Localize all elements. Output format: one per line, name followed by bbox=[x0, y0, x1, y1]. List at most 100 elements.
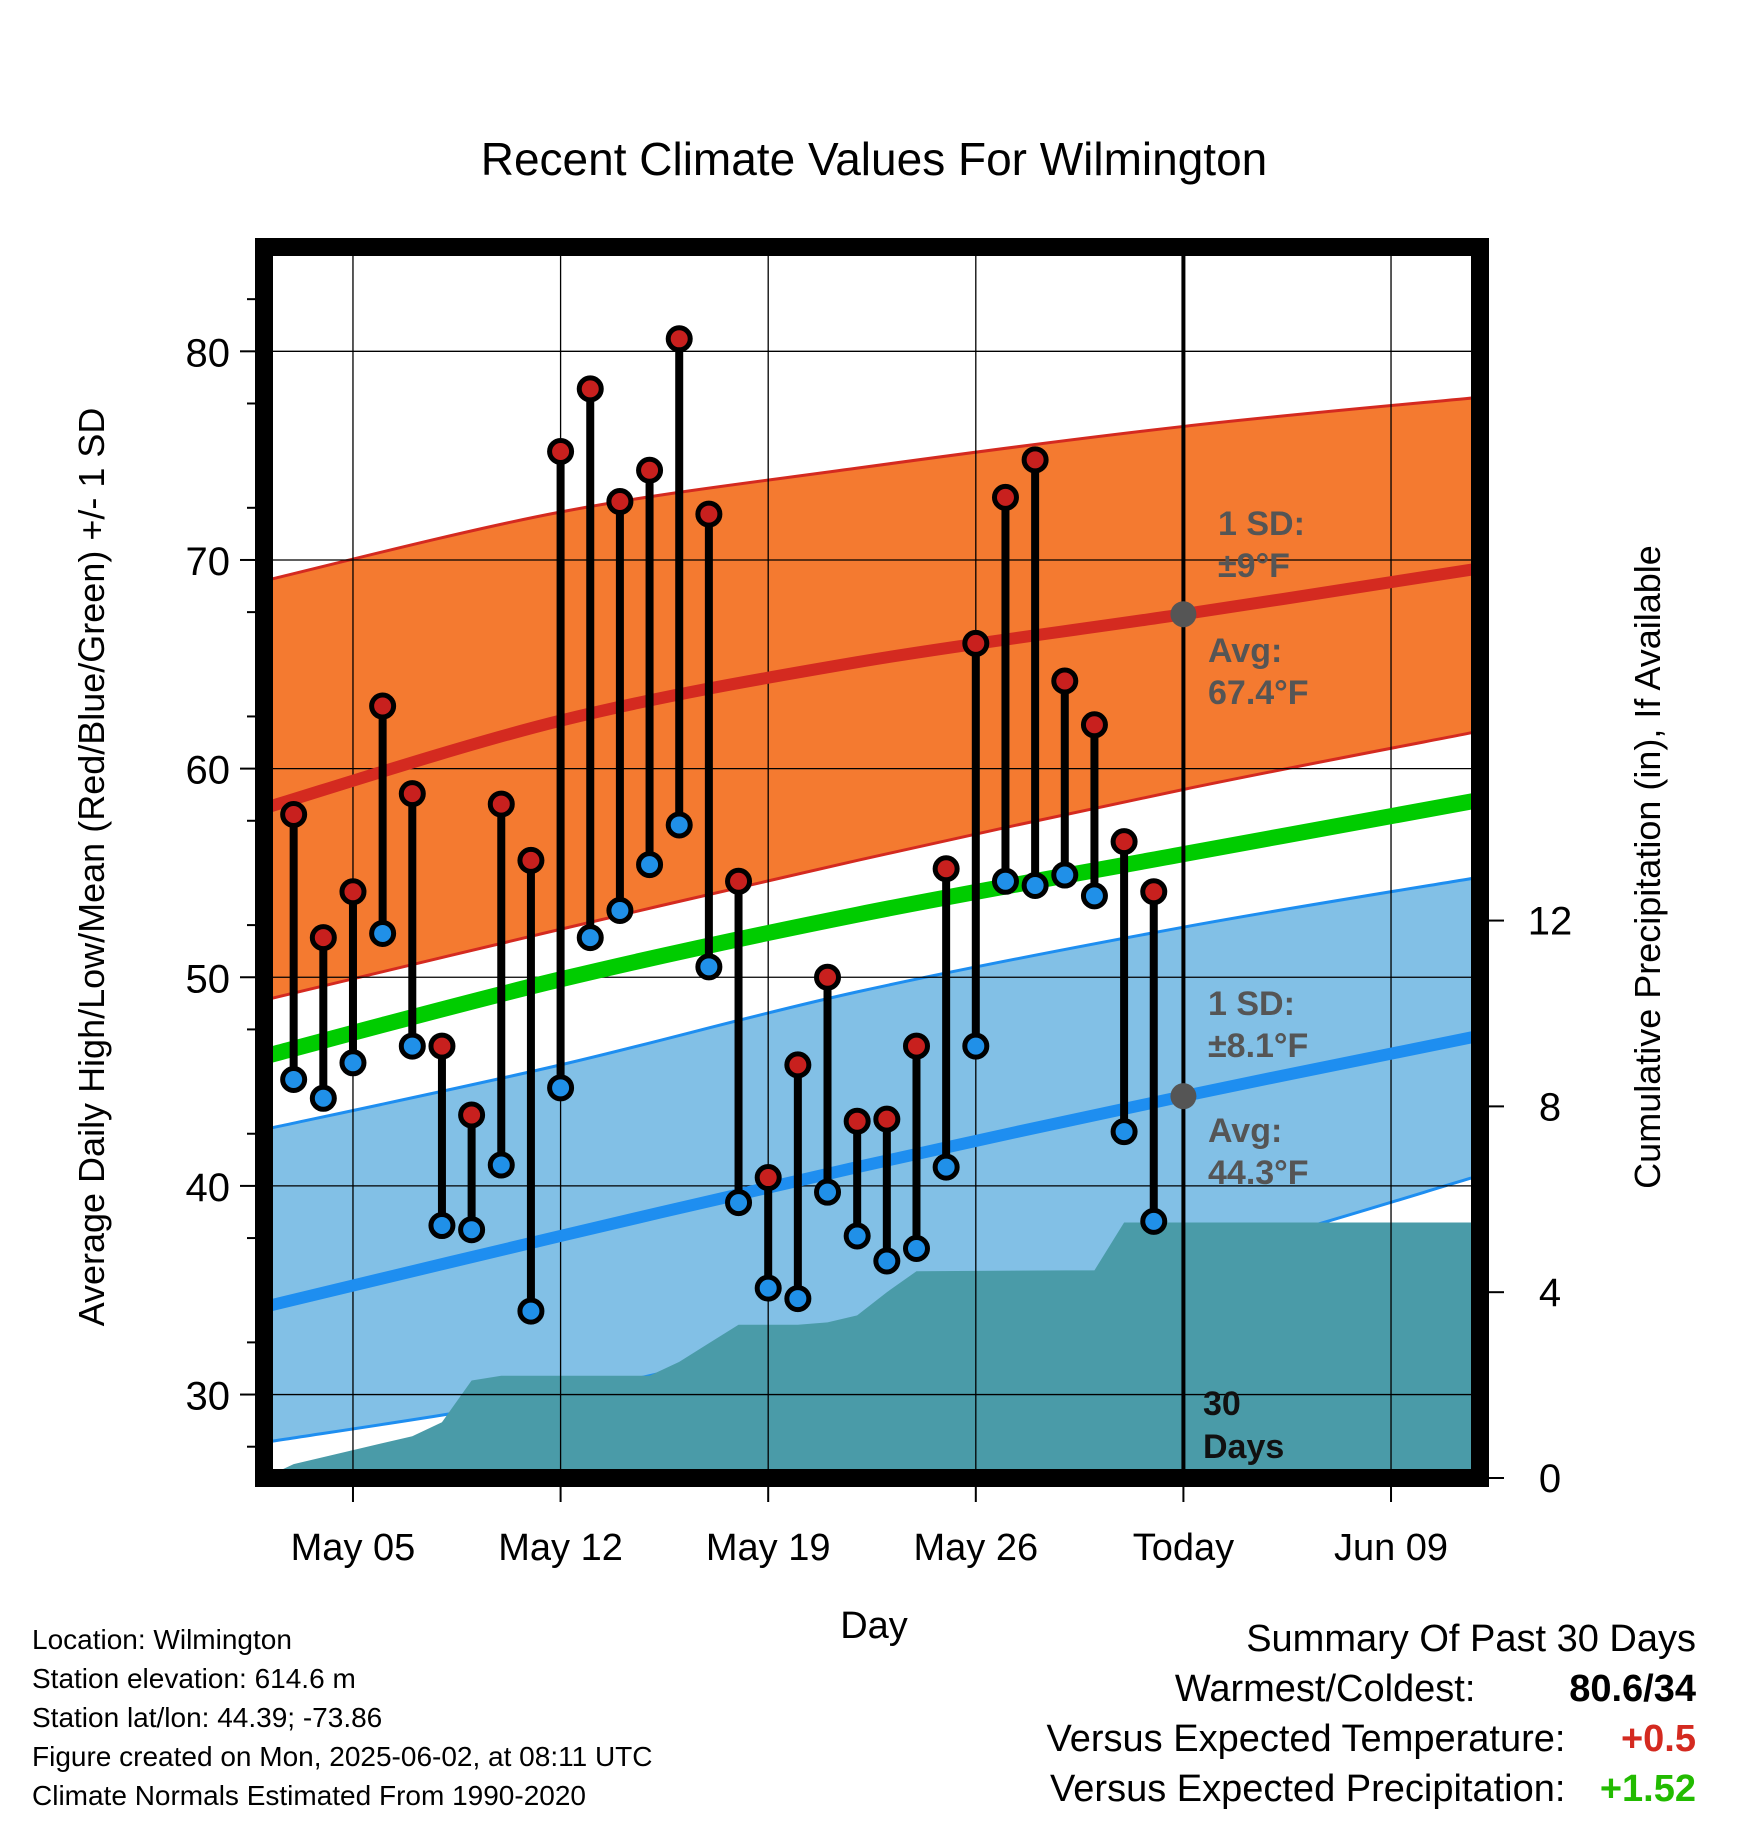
low-sd-upper-edge bbox=[263, 875, 1481, 1132]
high-temp-point bbox=[814, 963, 842, 991]
info-latlon: Station lat/lon: 44.39; -73.86 bbox=[32, 1702, 383, 1733]
high-sd-upper-edge bbox=[263, 395, 1481, 583]
high-temp-point bbox=[339, 878, 367, 906]
y-tick-label: 60 bbox=[186, 749, 231, 793]
daily-points bbox=[280, 325, 1168, 1325]
info-elevation: Station elevation: 614.6 m bbox=[32, 1663, 356, 1694]
window-days-number: 30 bbox=[1203, 1385, 1241, 1423]
high-temp-point bbox=[398, 780, 426, 808]
high-temp-point bbox=[547, 437, 575, 465]
low-temp-point bbox=[636, 851, 664, 879]
high-temp-point bbox=[1051, 667, 1079, 695]
y-axis-label: Average Daily High/Low/Mean (Red/Blue/Gr… bbox=[71, 408, 112, 1327]
low-temp-point bbox=[517, 1297, 545, 1325]
high-temp-point bbox=[873, 1105, 901, 1133]
low-temp-point bbox=[725, 1189, 753, 1217]
low-temp-point bbox=[754, 1274, 782, 1302]
low-sd-label: 1 SD: bbox=[1208, 985, 1295, 1023]
plot-frame bbox=[255, 238, 1489, 1487]
summary-warm-cold-label: Warmest/Coldest: bbox=[1174, 1668, 1476, 1710]
x-tick-label: May 19 bbox=[706, 1527, 831, 1569]
summary-temp: Versus Expected Temperature: +0.5 bbox=[1047, 1718, 1696, 1761]
high-temp-point bbox=[636, 456, 664, 484]
high-temp-point bbox=[843, 1107, 871, 1135]
high-temp-point bbox=[725, 867, 753, 895]
low-temp-point bbox=[932, 1153, 960, 1181]
y-tick-label: 50 bbox=[186, 957, 231, 1001]
high-temp-point bbox=[1140, 878, 1168, 906]
y-tick-label: 70 bbox=[186, 540, 231, 584]
high-temp-point bbox=[517, 846, 545, 874]
y2-axis-label: Cumulative Precipitation (in), If Availa… bbox=[1627, 545, 1668, 1189]
x-tick-label: May 26 bbox=[913, 1527, 1038, 1569]
plot-border bbox=[255, 238, 1489, 1487]
summary-temp-value: +0.5 bbox=[1620, 1718, 1696, 1760]
info-created: Figure created on Mon, 2025-06-02, at 08… bbox=[32, 1741, 653, 1772]
low-temp-point bbox=[606, 896, 634, 924]
high-avg-value: 67.4°F bbox=[1208, 674, 1309, 712]
annotations: 1 SD: ±9°F Avg: 67.4°F 1 SD: ±8.1°F Avg:… bbox=[1203, 505, 1309, 1466]
x-tick-label: May 05 bbox=[291, 1527, 416, 1569]
high-temp-point bbox=[962, 629, 990, 657]
summary-precip-value: +1.52 bbox=[1599, 1768, 1696, 1810]
high-temp-point bbox=[932, 855, 960, 883]
low-temp-point bbox=[1140, 1207, 1168, 1235]
low-temp-point bbox=[1080, 882, 1108, 910]
x-tick-label: Jun 09 bbox=[1334, 1527, 1448, 1569]
low-temp-point bbox=[280, 1065, 308, 1093]
low-temp-point bbox=[339, 1049, 367, 1077]
high-temp-point bbox=[576, 375, 604, 403]
mean-normal-line bbox=[261, 792, 1482, 1065]
low-temp-point bbox=[991, 867, 1019, 895]
plot-area bbox=[255, 238, 1489, 1487]
low-temp-point bbox=[873, 1247, 901, 1275]
high-temp-point bbox=[784, 1051, 812, 1079]
high-sd-value: ±9°F bbox=[1218, 547, 1290, 585]
axes: 30 40 50 60 70 80 0 4 8 12 May 05 May 12 May 19 May 2… bbox=[186, 298, 1573, 1569]
high-temp-point bbox=[280, 801, 308, 829]
high-temp-point bbox=[754, 1164, 782, 1192]
high-temp-point bbox=[1021, 446, 1049, 474]
low-temp-point bbox=[695, 953, 723, 981]
low-temp-point bbox=[784, 1285, 812, 1313]
today-low-normal-point bbox=[1170, 1083, 1197, 1110]
high-temp-point bbox=[1110, 828, 1138, 856]
today-marker bbox=[1170, 247, 1197, 1478]
low-temp-point bbox=[814, 1178, 842, 1206]
y-tick-label: 30 bbox=[186, 1375, 231, 1419]
low-temp-point bbox=[398, 1032, 426, 1060]
window-days-label: Days bbox=[1203, 1428, 1284, 1466]
high-sd-label: 1 SD: bbox=[1218, 505, 1305, 543]
high-temp-point bbox=[369, 692, 397, 720]
low-temp-point bbox=[369, 919, 397, 947]
y2-tick-label: 8 bbox=[1539, 1085, 1561, 1129]
low-avg-label: Avg: bbox=[1208, 1112, 1282, 1150]
high-temp-point bbox=[428, 1032, 456, 1060]
low-temp-point bbox=[1051, 861, 1079, 889]
x-tick-label: May 12 bbox=[498, 1527, 623, 1569]
precip-area bbox=[264, 1222, 1480, 1478]
low-sd-value: ±8.1°F bbox=[1208, 1027, 1308, 1065]
high-temp-point bbox=[606, 488, 634, 516]
y-tick-label: 40 bbox=[186, 1166, 231, 1210]
low-avg-value: 44.3°F bbox=[1208, 1154, 1309, 1192]
summary-precip: Versus Expected Precipitation: +1.52 bbox=[1050, 1768, 1696, 1811]
low-temp-point bbox=[547, 1074, 575, 1102]
high-temp-point bbox=[487, 790, 515, 818]
high-temp-point bbox=[665, 325, 693, 353]
x-axis-label: Day bbox=[840, 1605, 908, 1647]
summary-warm-cold-value: 80.6/34 bbox=[1569, 1668, 1696, 1710]
low-temp-point bbox=[665, 811, 693, 839]
precipitation-area bbox=[264, 1222, 1480, 1478]
y2-tick-label: 12 bbox=[1528, 900, 1573, 944]
y-tick-label: 80 bbox=[186, 331, 231, 375]
low-temp-point bbox=[1021, 871, 1049, 899]
daily-range-stems bbox=[289, 338, 1158, 1312]
summary-title: Summary Of Past 30 Days bbox=[1246, 1618, 1696, 1660]
high-normal-line bbox=[262, 562, 1481, 815]
high-temp-point bbox=[902, 1032, 930, 1060]
chart-title: Recent Climate Values For Wilmington bbox=[481, 133, 1268, 185]
y2-tick-label: 0 bbox=[1539, 1457, 1561, 1501]
high-temp-point bbox=[991, 483, 1019, 511]
